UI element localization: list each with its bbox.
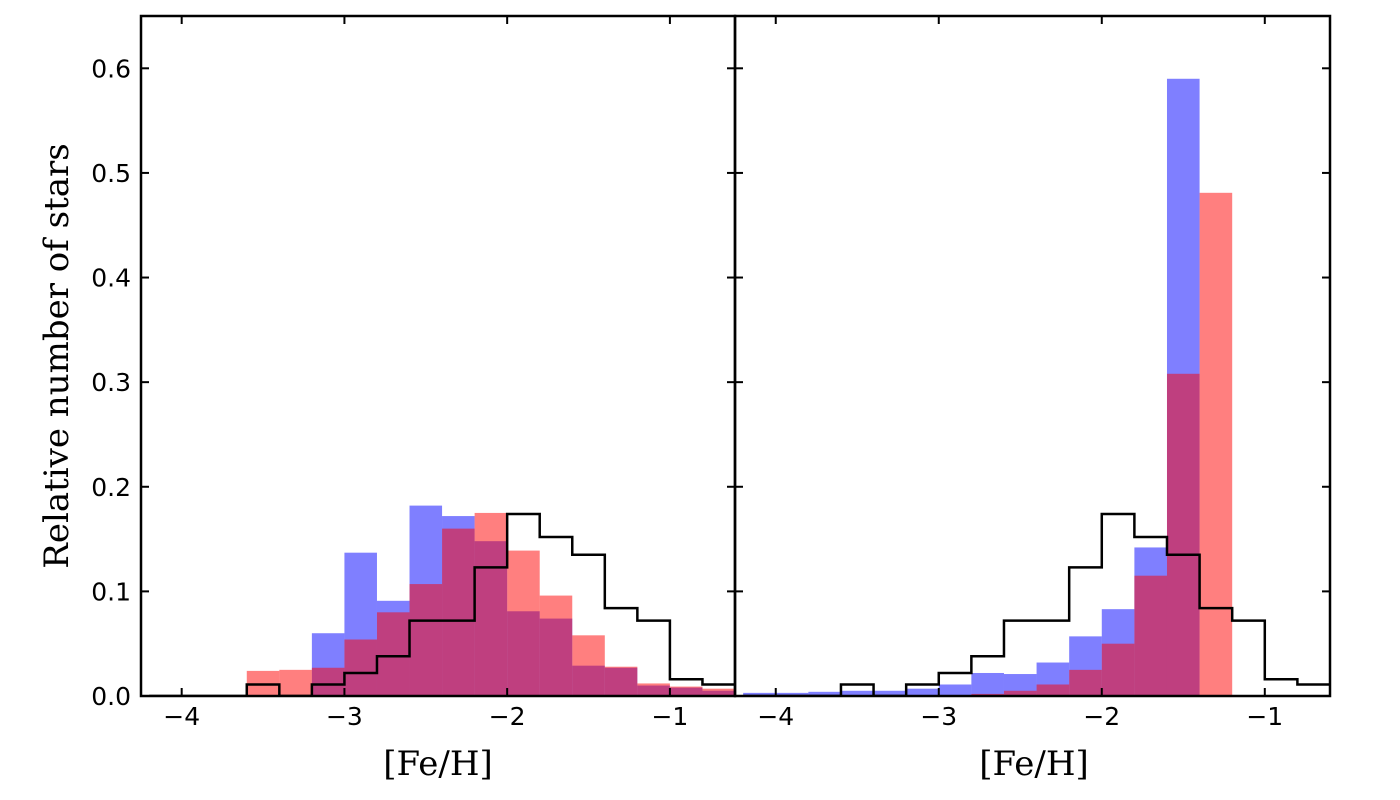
step-histogram-line [743, 512, 1330, 696]
histogram-bar [409, 584, 443, 696]
x-tick-label: −4 [163, 702, 200, 731]
histogram-bar [539, 595, 573, 696]
x-tick-label: −2 [1083, 702, 1120, 731]
histogram-bar [442, 528, 475, 696]
y-axis-label: Relative number of stars [37, 143, 77, 568]
x-tick-label: −1 [651, 702, 688, 731]
histogram-bar [1003, 674, 1037, 696]
y-tick-label: 0.2 [91, 473, 131, 502]
x-tick-label: −1 [1246, 702, 1283, 731]
histogram-bar [474, 512, 508, 696]
axes-frame [733, 14, 1332, 698]
y-tick-label: 0.6 [91, 54, 131, 83]
histogram-bar [873, 690, 907, 696]
histogram-bar [604, 666, 638, 696]
histogram-bar [1199, 192, 1233, 696]
right-panel: −4 −3 −2 −1 [733, 14, 1332, 731]
x-axis-label-right: [Fe/H] [979, 744, 1089, 784]
histogram-bar [808, 691, 841, 696]
histogram-bar [906, 688, 939, 696]
histogram-bar [1166, 373, 1200, 696]
y-tick-label: 0.1 [91, 577, 131, 606]
histogram-bar [840, 690, 874, 696]
x-tick-label: −2 [489, 702, 526, 731]
histogram-bar [669, 686, 703, 696]
histogram-bar [311, 667, 345, 696]
histogram-bar [344, 639, 377, 696]
y-tick-label: 0.0 [91, 682, 131, 711]
histogram-bar [376, 612, 410, 696]
x-tick-label: −3 [920, 702, 957, 731]
y-tick-label: 0.4 [91, 264, 131, 293]
histogram-bar [702, 688, 735, 696]
x-tick-label: −3 [326, 702, 363, 731]
y-tick-label: 0.3 [91, 368, 131, 397]
y-tick-label: 0.5 [91, 159, 131, 188]
histogram-bar [1101, 643, 1135, 696]
histogram-bar [938, 684, 972, 696]
histogram-bar [279, 669, 312, 696]
histogram-bar [1069, 669, 1102, 696]
step-histogram-line [149, 512, 735, 696]
x-axis-label-left: [Fe/H] [383, 744, 493, 784]
histogram-bar [1003, 690, 1037, 696]
histogram-bar [572, 635, 605, 696]
histogram-bar [1036, 684, 1070, 696]
histogram-bar [507, 550, 540, 696]
histogram-bar [971, 672, 1004, 696]
left-panel: 0.0 0.1 0.2 0.3 0.4 0.5 0.6 −4 −3 −2 −1 [91, 14, 737, 731]
histogram-bar [1134, 575, 1167, 696]
x-tick-label: −4 [757, 702, 794, 731]
histogram-bar [637, 683, 670, 696]
